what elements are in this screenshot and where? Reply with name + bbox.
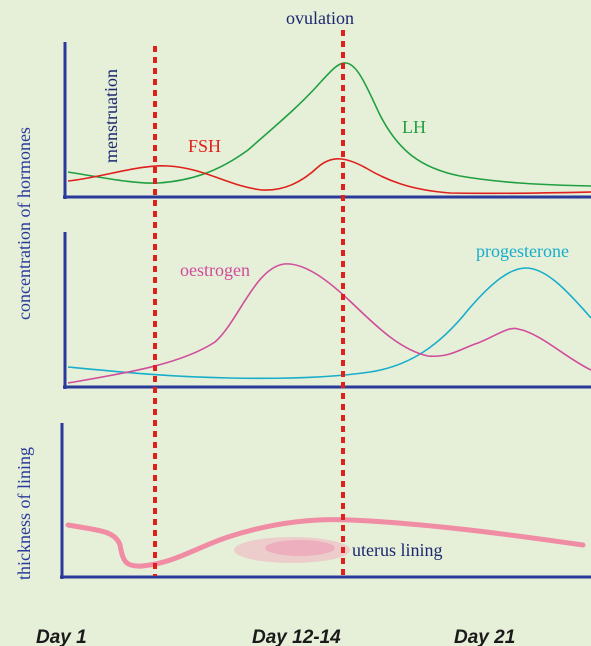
day-12-14-label: Day 12-14	[252, 627, 341, 646]
lh-label: LH	[402, 117, 426, 137]
uterus-lining-label: uterus lining	[352, 540, 443, 560]
ovulation-label: ovulation	[286, 8, 354, 28]
fsh-label: FSH	[188, 136, 221, 156]
y-axis-label-lining: thickness of lining	[14, 447, 34, 580]
fsh-curve	[67, 158, 591, 195]
day-21-label: Day 21	[454, 627, 515, 646]
day-1-label: Day 1	[36, 627, 87, 646]
progesterone-label: progesterone	[476, 241, 569, 261]
progesterone-curve	[67, 267, 591, 380]
lh-curve	[67, 62, 591, 187]
y-axis-label-hormones: concentration of hormones	[14, 127, 34, 320]
uterus-lining-curve	[65, 517, 586, 569]
oestrogen-curve	[67, 263, 591, 384]
lining-shading-core	[265, 540, 335, 556]
oestrogen-label: oestrogen	[180, 260, 250, 280]
menstruation-label: menstruation	[101, 69, 121, 163]
